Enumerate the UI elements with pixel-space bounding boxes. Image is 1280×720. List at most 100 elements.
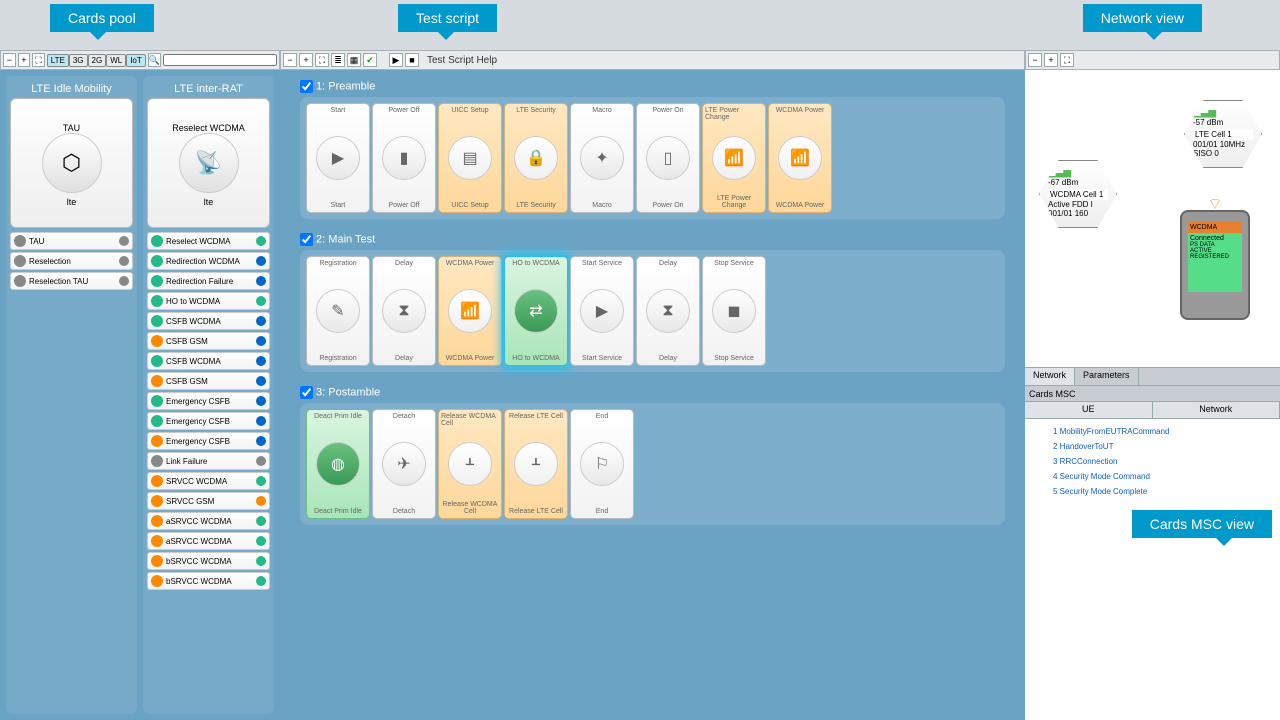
help-label: Test Script Help [421,55,497,66]
script-card[interactable]: Start Service▶Start Service [570,256,634,366]
tab-parameters[interactable]: Parameters [1075,368,1139,385]
script-card[interactable]: Delay⧗Delay [636,256,700,366]
list-item[interactable]: bSRVCC WCDMA [147,552,270,570]
ue-tech: WCDMA [1188,222,1242,233]
script-card[interactable]: Power On▯Power On [636,103,700,213]
wifi-icon: ⌔ [1207,194,1222,214]
list-item[interactable]: Emergency CSFB [147,412,270,430]
script-card[interactable]: End⚐End [570,409,634,519]
filter-wl[interactable]: WL [106,54,126,67]
network-toolbar: − + ⛶ [1025,50,1280,70]
filter-lte[interactable]: LTE [47,54,69,67]
cell-wcdma[interactable]: ▁▃▅ -67 dBm WCDMA Cell 1 Active FDD I 00… [1039,160,1117,228]
script-card[interactable]: Power Off▮Power Off [372,103,436,213]
script-card[interactable]: WCDMA Power📶WCDMA Power [438,256,502,366]
msc-message: 5 Security Mode Complete [1053,487,1276,496]
zoom-in-icon[interactable]: + [18,53,31,67]
list-icon[interactable]: ≣ [331,53,345,67]
panel-network-view: − + ⛶ ▁▃▅ -57 dBm LTE Cell 1 001/01 10MH… [1025,50,1280,720]
network-tabs: Network Parameters [1025,367,1280,385]
list-item[interactable]: Emergency CSFB [147,392,270,410]
zoom-in-icon[interactable]: + [1044,53,1058,67]
msc-col-net: Network [1153,402,1280,418]
ue-phone[interactable]: ⌔ WCDMA Connected PS DATA ACTIVE REGISTE… [1180,210,1250,320]
search-icon[interactable]: 🔍 [148,53,161,67]
script-card[interactable]: Release LTE CellᚆRelease LTE Cell [504,409,568,519]
fit-icon[interactable]: ⛶ [1060,53,1074,67]
play-icon[interactable]: ▶ [389,53,403,67]
script-card[interactable]: Deact Prim Idle◍Deact Prim Idle [306,409,370,519]
section-checkbox[interactable] [300,80,313,93]
stop-icon[interactable]: ■ [405,53,419,67]
zoom-in-icon[interactable]: + [299,53,313,67]
script-card[interactable]: Release WCDMA CellᚆRelease WCDMA Cell [438,409,502,519]
filter-tags: LTE3G2GWLIoT [47,55,146,65]
script-card[interactable]: Macro✦Macro [570,103,634,213]
list-item[interactable]: Reselection [10,252,133,270]
script-card[interactable]: LTE Security🔒LTE Security [504,103,568,213]
msc-cols: UE Network [1025,401,1280,419]
ue-detail: PS DATA ACTIVE REGISTERED [1190,242,1240,260]
cell-info: Active FDD I [1048,200,1108,209]
pool-col-title: LTE inter-RAT [147,80,270,98]
script-card[interactable]: Delay⧗Delay [372,256,436,366]
card-row: Start▶StartPower Off▮Power OffUICC Setup… [300,97,1005,219]
callout-network-view: Network view [1083,4,1202,32]
signal-icon: ▁▃▅ [1048,167,1108,178]
list-item[interactable]: Redirection Failure [147,272,270,290]
tab-network[interactable]: Network [1025,368,1075,385]
zoom-out-icon[interactable]: − [1028,53,1042,67]
list-item[interactable]: aSRVCC WCDMA [147,532,270,550]
msc-message: 1 MobilityFromEUTRACommand [1053,427,1276,436]
list-item[interactable]: Reselect WCDMA [147,232,270,250]
msc-message: 4 Security Mode Command [1053,472,1276,481]
list-item[interactable]: CSFB GSM [147,372,270,390]
script-card[interactable]: UICC Setup▤UICC Setup [438,103,502,213]
list-item[interactable]: CSFB GSM [147,332,270,350]
list-item[interactable]: Emergency CSFB [147,432,270,450]
list-item[interactable]: bSRVCC WCDMA [147,572,270,590]
list-item[interactable]: Link Failure [147,452,270,470]
fit-icon[interactable]: ⛶ [315,53,329,67]
zoom-out-icon[interactable]: − [283,53,297,67]
card-row: Deact Prim Idle◍Deact Prim IdleDetach✈De… [300,403,1005,525]
list-item[interactable]: CSFB WCDMA [147,312,270,330]
script-card[interactable]: Stop Service◼Stop Service [702,256,766,366]
script-card[interactable]: HO to WCDMA⇄HO to WCDMA [504,256,568,366]
fit-icon[interactable]: ⛶ [32,53,45,67]
section-checkbox[interactable] [300,233,313,246]
network-canvas: ▁▃▅ -57 dBm LTE Cell 1 001/01 10MHz SISO… [1025,70,1280,367]
mini-list-2: Reselect WCDMA Redirection WCDMA Redirecti… [147,232,270,710]
panel-cards-pool: − + ⛶ LTE3G2GWLIoT 🔍 LTE Idle Mobility T… [0,50,280,720]
zoom-out-icon[interactable]: − [3,53,16,67]
phone-screen: WCDMA Connected PS DATA ACTIVE REGISTERE… [1188,222,1242,292]
big-card-reselect[interactable]: Reselect WCDMA 📡 lte [147,98,270,228]
search-input[interactable] [163,54,277,66]
list-item[interactable]: SRVCC GSM [147,492,270,510]
list-item[interactable]: HO to WCDMA [147,292,270,310]
section-title: 1: Preamble [300,80,1005,93]
filter-3g[interactable]: 3G [69,54,88,67]
script-card[interactable]: Registration✎Registration [306,256,370,366]
filter-2g[interactable]: 2G [88,54,107,67]
script-card[interactable]: Detach✈Detach [372,409,436,519]
validate-icon[interactable]: ✔ [363,53,377,67]
script-card[interactable]: Start▶Start [306,103,370,213]
list-item[interactable]: TAU [10,232,133,250]
cell-lte[interactable]: ▁▃▅ -57 dBm LTE Cell 1 001/01 10MHz SISO… [1184,100,1262,168]
grid-icon[interactable]: ▦ [347,53,361,67]
list-item[interactable]: Reselection TAU [10,272,133,290]
list-item[interactable]: CSFB WCDMA [147,352,270,370]
filter-iot[interactable]: IoT [126,54,146,67]
list-item[interactable]: SRVCC WCDMA [147,472,270,490]
list-item[interactable]: aSRVCC WCDMA [147,512,270,530]
cell-info: 001/01 10MHz [1193,140,1253,149]
cell-name: LTE Cell 1 [1193,129,1253,140]
script-card[interactable]: LTE Power Change📶LTE Power Change [702,103,766,213]
script-card[interactable]: WCDMA Power📶WCDMA Power [768,103,832,213]
big-card-tau[interactable]: TAU ⬡ lte [10,98,133,228]
cell-info: 001/01 160 [1048,209,1108,218]
section-checkbox[interactable] [300,386,313,399]
big-card-label: Reselect WCDMA [172,123,245,133]
list-item[interactable]: Redirection WCDMA [147,252,270,270]
